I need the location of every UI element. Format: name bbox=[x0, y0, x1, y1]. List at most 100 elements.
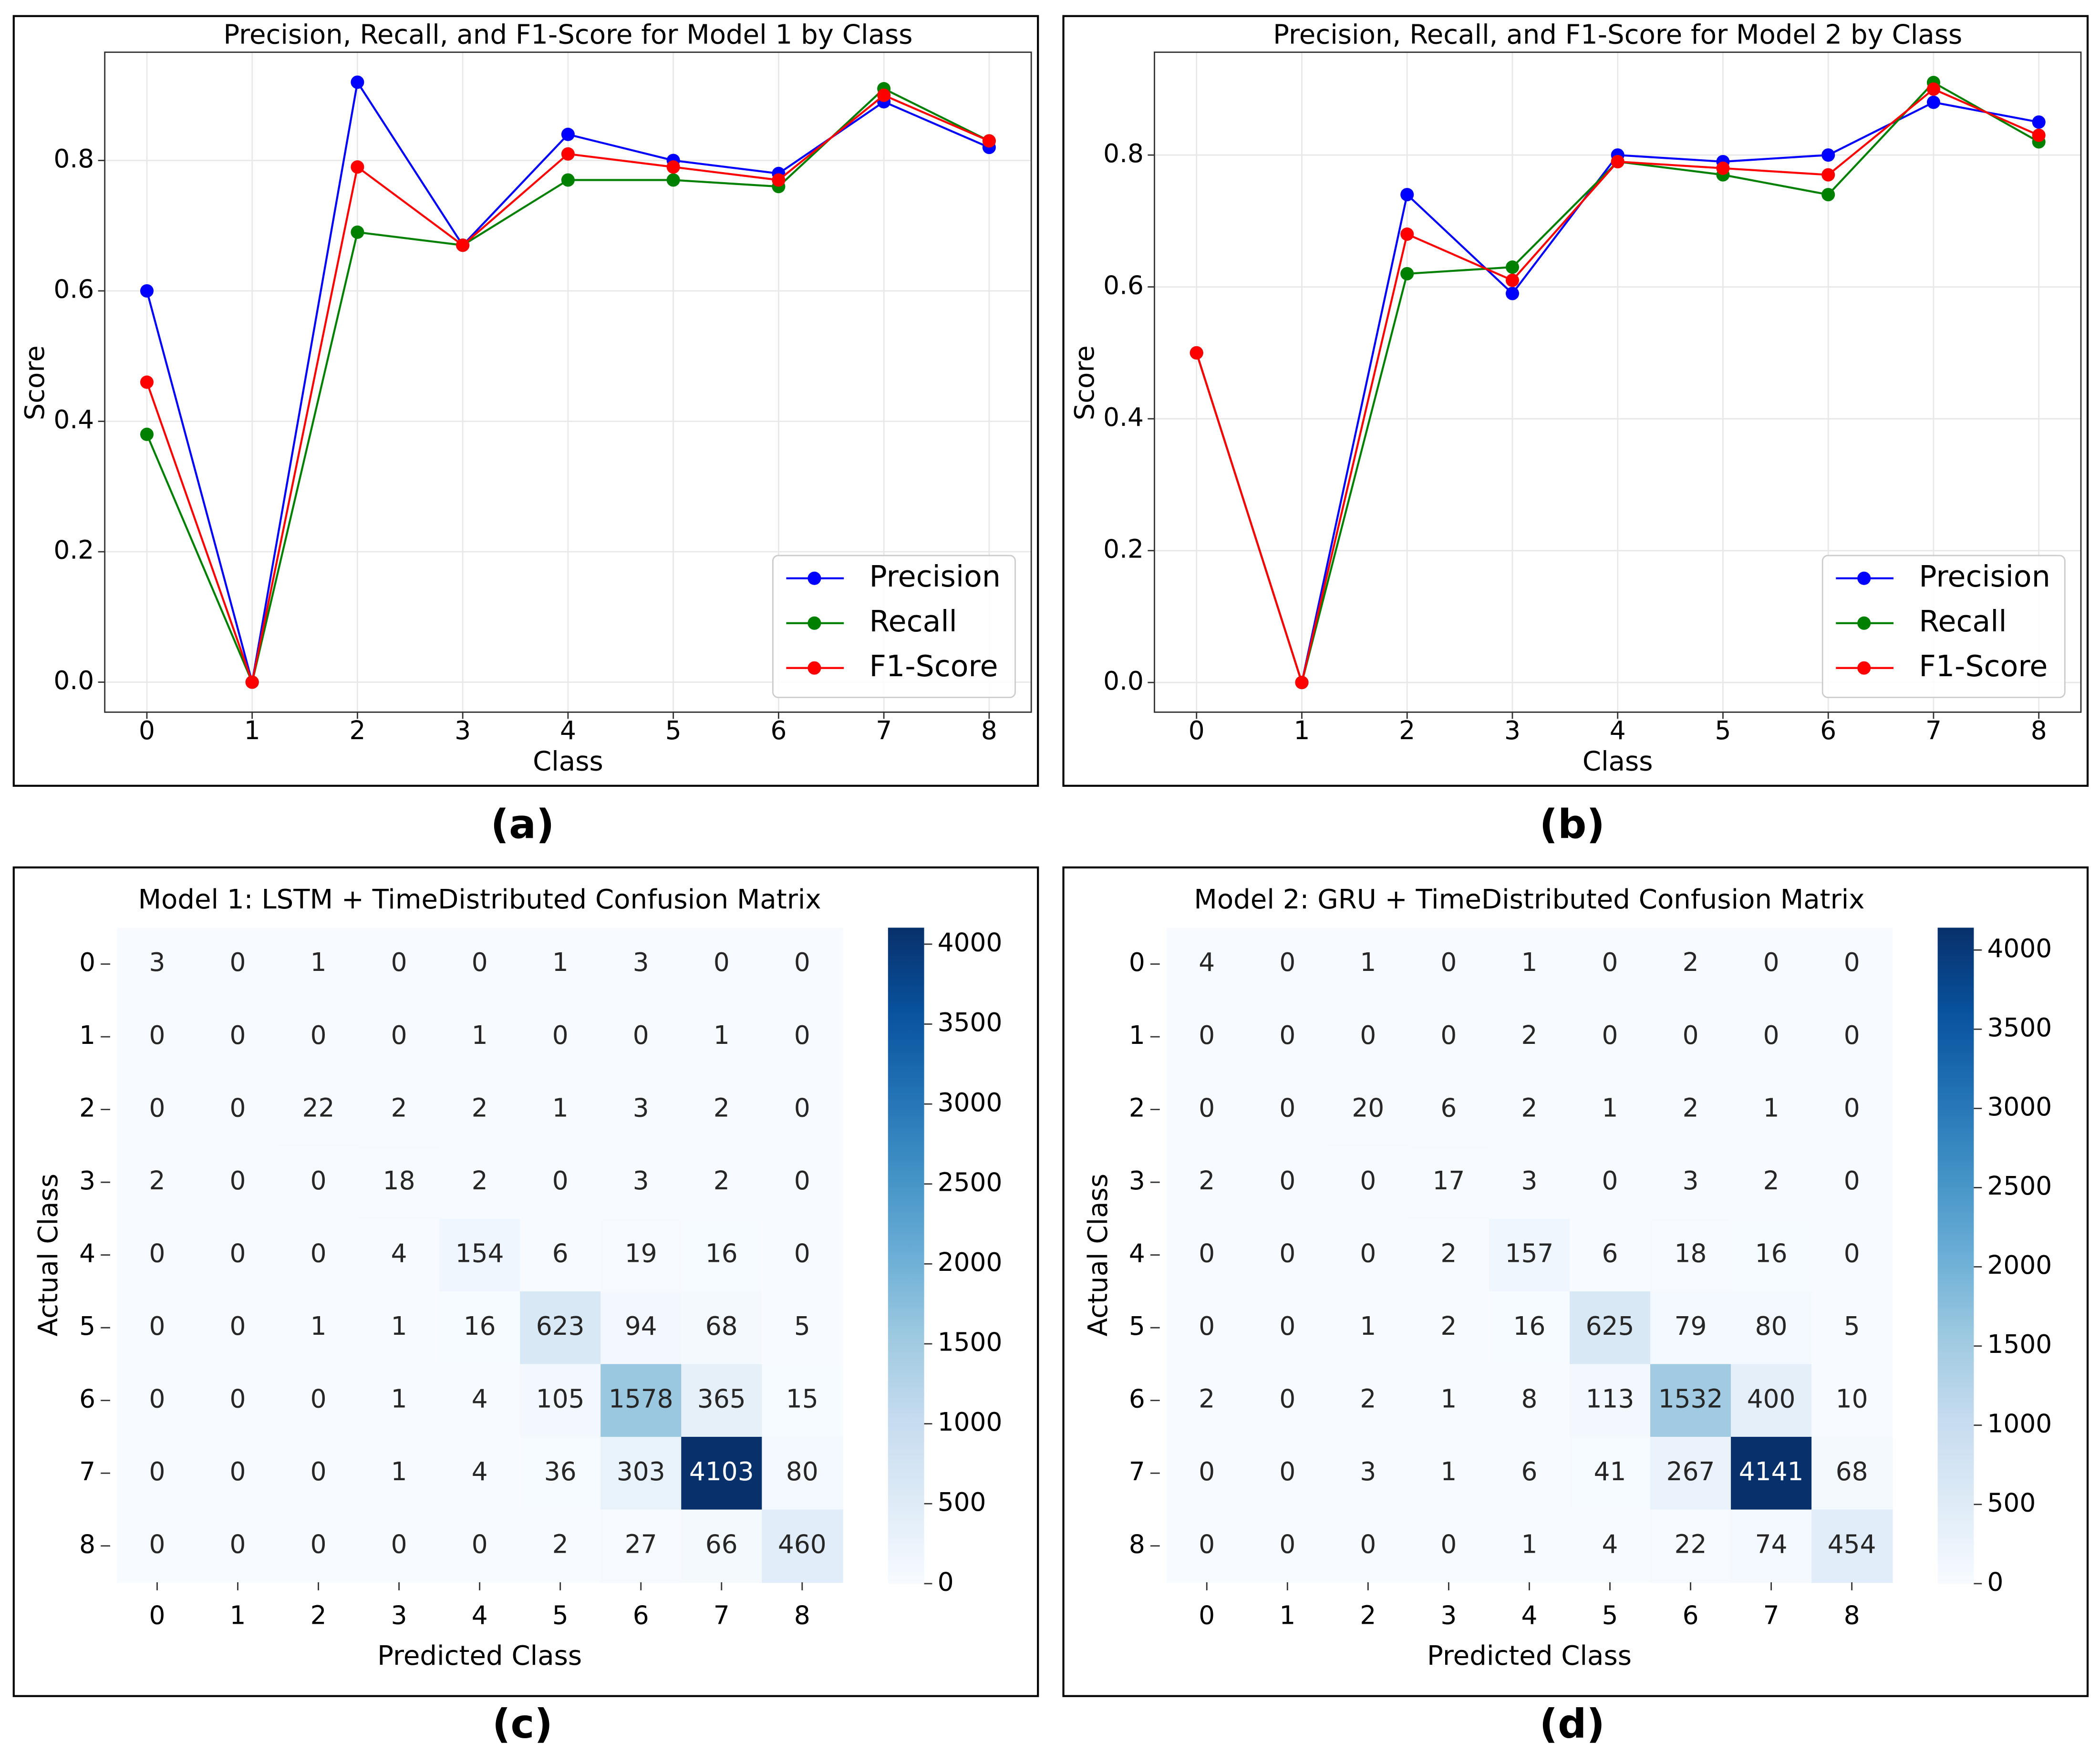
cell bbox=[1731, 1073, 1812, 1147]
point bbox=[772, 173, 786, 187]
x-axis-label: Class bbox=[533, 746, 603, 777]
cell-label: 0 bbox=[1602, 947, 1618, 977]
cell bbox=[1408, 1364, 1490, 1438]
cell bbox=[1166, 1073, 1248, 1147]
cell-label: 41 bbox=[1594, 1456, 1626, 1486]
colorbar-tick-label: 1500 bbox=[938, 1327, 1003, 1357]
cell bbox=[600, 1218, 682, 1292]
x-tick-label: 3 bbox=[455, 715, 471, 745]
x-tick-label: 2 bbox=[349, 715, 365, 745]
cell-label: 68 bbox=[1836, 1456, 1868, 1486]
cell-label: 15 bbox=[786, 1383, 818, 1413]
cell-label: 1578 bbox=[609, 1383, 673, 1413]
cell bbox=[359, 1218, 440, 1292]
y-tick-label: 0.8 bbox=[1103, 138, 1144, 168]
y-axis-label: Actual Class bbox=[33, 1174, 64, 1336]
panel-frame bbox=[12, 15, 1039, 787]
cell bbox=[1166, 1509, 1248, 1583]
cell-label: 0 bbox=[1602, 1020, 1618, 1050]
x-tick-label: 7 bbox=[1763, 1600, 1779, 1630]
cell bbox=[1731, 1000, 1812, 1074]
cell-label: 0 bbox=[230, 1456, 246, 1486]
cell-label: 74 bbox=[1755, 1529, 1788, 1559]
cell bbox=[1811, 1218, 1893, 1292]
cell-label: 0 bbox=[391, 947, 407, 977]
cell bbox=[359, 1073, 440, 1147]
cell-label: 0 bbox=[149, 1311, 165, 1341]
cell bbox=[600, 1291, 682, 1365]
point bbox=[2032, 128, 2046, 142]
cell-label: 0 bbox=[1683, 1020, 1699, 1050]
point bbox=[1400, 227, 1414, 241]
y-tick-label: 4 bbox=[1129, 1238, 1145, 1268]
cell bbox=[278, 1364, 360, 1438]
cell-label: 27 bbox=[625, 1529, 657, 1559]
cell bbox=[116, 1364, 198, 1438]
cell-label: 80 bbox=[786, 1456, 818, 1486]
x-tick-label: 7 bbox=[714, 1600, 730, 1630]
cell bbox=[1247, 1000, 1329, 1074]
colorbar-tick-label: 4000 bbox=[938, 928, 1003, 958]
cell-label: 460 bbox=[778, 1529, 827, 1559]
cell-label: 0 bbox=[1763, 947, 1779, 977]
cell bbox=[278, 1218, 360, 1292]
point bbox=[351, 225, 364, 239]
cell-label: 0 bbox=[230, 1383, 246, 1413]
cell-label: 2 bbox=[149, 1165, 165, 1196]
point bbox=[245, 675, 259, 689]
cell-label: 3 bbox=[1521, 1165, 1537, 1196]
cell bbox=[1569, 1436, 1651, 1510]
legend-marker bbox=[1857, 661, 1871, 675]
cell-label: 2 bbox=[1683, 1093, 1699, 1123]
y-tick-label: 0.8 bbox=[53, 144, 94, 174]
cell bbox=[1731, 1364, 1812, 1438]
x-axis-label: Class bbox=[1583, 746, 1653, 777]
point bbox=[1295, 676, 1309, 690]
x-tick-label: 8 bbox=[981, 715, 997, 745]
cell bbox=[681, 928, 763, 1001]
cell bbox=[1650, 1073, 1732, 1147]
cell bbox=[1650, 928, 1732, 1001]
cell bbox=[681, 1291, 763, 1365]
cell bbox=[116, 1000, 198, 1074]
colorbar-tick-label: 2000 bbox=[1987, 1250, 2052, 1280]
cell bbox=[439, 1000, 521, 1074]
cell-label: 0 bbox=[149, 1529, 165, 1559]
colorbar-tick-label: 3500 bbox=[1987, 1012, 2052, 1042]
cell-label: 0 bbox=[391, 1529, 407, 1559]
cell bbox=[1327, 1000, 1409, 1074]
cell bbox=[1731, 1509, 1812, 1583]
cell bbox=[359, 928, 440, 1001]
cell-label: 0 bbox=[1360, 1165, 1376, 1196]
colorbar-tick-label: 2500 bbox=[938, 1167, 1003, 1197]
x-tick-label: 6 bbox=[633, 1600, 649, 1630]
cell bbox=[116, 1073, 198, 1147]
cell bbox=[197, 1436, 279, 1510]
cell-label: 2 bbox=[1683, 947, 1699, 977]
cell-label: 0 bbox=[1844, 1020, 1860, 1050]
cell-label: 0 bbox=[1602, 1165, 1618, 1196]
cell bbox=[359, 1291, 440, 1365]
chart-title: Precision, Recall, and F1-Score for Mode… bbox=[223, 19, 912, 50]
cell-label: 80 bbox=[1755, 1311, 1788, 1341]
colorbar-tick-label: 2000 bbox=[938, 1247, 1003, 1277]
point bbox=[1821, 148, 1835, 162]
cell-label: 22 bbox=[1675, 1529, 1707, 1559]
cell bbox=[1489, 1145, 1571, 1219]
y-tick-label: 8 bbox=[1129, 1529, 1145, 1559]
cell-label: 3 bbox=[1683, 1165, 1699, 1196]
cell-label: 0 bbox=[310, 1165, 327, 1196]
cell bbox=[1489, 1000, 1571, 1074]
point bbox=[561, 127, 575, 141]
cell bbox=[1166, 1145, 1248, 1219]
x-tick-label: 1 bbox=[230, 1600, 246, 1630]
cell bbox=[1327, 1073, 1409, 1147]
cell bbox=[197, 1000, 279, 1074]
cell bbox=[520, 1436, 601, 1510]
cell-label: 0 bbox=[1279, 1311, 1295, 1341]
cell bbox=[278, 1436, 360, 1510]
colorbar-tick-label: 3000 bbox=[1987, 1092, 2052, 1122]
cell bbox=[359, 1145, 440, 1219]
y-tick-label: 2 bbox=[1129, 1093, 1145, 1123]
colorbar bbox=[888, 928, 924, 1584]
